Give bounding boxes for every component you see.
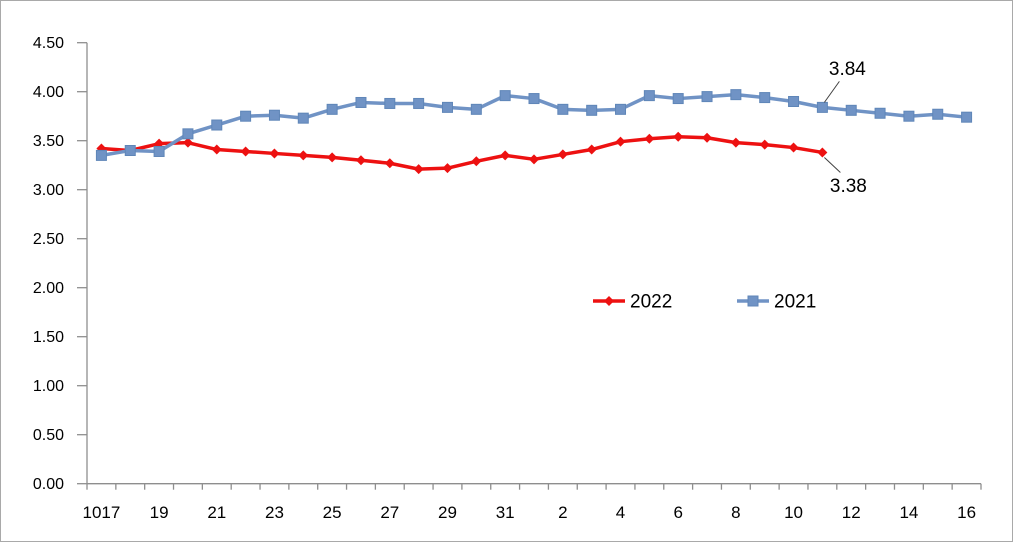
square-marker [730,89,742,101]
square-marker [470,103,482,115]
diamond-marker [817,147,828,158]
square-marker [384,97,396,109]
square-marker [874,107,886,119]
annotation-label: 3.38 [830,176,867,197]
square-marker [643,90,655,102]
x-tick-label: 1017 [83,503,121,522]
diamond-marker [730,137,741,148]
series-2021 [95,89,973,161]
square-marker [268,109,280,121]
square-marker [499,90,511,102]
x-tick-label: 29 [438,503,457,522]
square-marker [557,103,569,115]
diamond-marker [327,152,338,163]
y-tick-label: 2.50 [33,231,64,248]
diamond-marker [557,149,568,160]
x-tick-label: 6 [673,503,682,522]
diamond-marker [298,150,309,161]
x-tick-label: 21 [207,503,226,522]
y-tick-label: 4.50 [33,35,64,52]
square-marker [441,101,453,113]
legend-label: 2021 [774,292,816,313]
diamond-marker [211,144,222,155]
y-tick-label: 1.50 [33,329,64,346]
y-tick-label: 3.00 [33,182,64,199]
x-tick-label: 10 [784,503,803,522]
legend: 2022 2021 [593,292,816,313]
annotation-leader-line [823,81,840,103]
square-marker [615,103,627,115]
diamond-marker [471,156,482,167]
square-marker [903,110,915,122]
x-tick-label: 2 [558,503,567,522]
diamond-marker [240,146,251,157]
diamond-marker [586,144,597,155]
x-tick-label: 14 [899,503,918,522]
diamond-marker [604,296,614,306]
diamond-marker [442,163,453,174]
series-2022 [96,131,828,175]
diamond-marker [702,132,713,143]
x-tick-label: 31 [496,503,515,522]
diamond-marker [529,154,539,165]
square-marker [297,112,309,124]
square-marker [124,145,136,156]
square-marker [672,93,684,105]
x-tick-label: 12 [842,503,861,522]
square-marker [586,104,598,116]
square-marker [845,104,857,116]
annotations: 3.84 3.38 [823,59,867,197]
diamond-marker [413,164,424,175]
x-tick-label: 8 [731,503,740,522]
square-marker [816,101,828,113]
square-marker [240,110,252,122]
y-tick-label: 0.00 [33,476,64,493]
y-tick-label: 4.00 [33,84,64,101]
x-tick-label: 19 [150,503,169,522]
square-marker [932,108,944,120]
square-marker [95,149,107,161]
legend-item-2022: 2022 [593,292,672,313]
x-tick-label: 4 [616,503,625,522]
square-marker [747,295,759,307]
legend-label: 2022 [630,292,672,313]
y-tick-label: 2.00 [33,280,64,297]
diamond-marker [355,155,366,166]
diamond-marker [673,131,684,142]
y-tick-label: 1.00 [33,378,64,395]
legend-item-2021: 2021 [737,292,816,313]
diamond-marker [384,158,395,169]
x-tick-label: 16 [957,503,976,522]
x-tick-label: 27 [380,503,399,522]
series-2022-line [99,135,825,171]
annotation-leader-line [824,157,841,173]
x-tick-label: 23 [265,503,284,522]
y-tick-label: 0.50 [33,427,64,444]
axes: 0.00 0.50 1.00 1.50 2.00 2.50 3.00 3.50 4.00 4.50… [33,35,982,522]
square-marker [961,111,973,123]
square-marker [528,93,540,105]
square-marker [701,91,713,103]
square-marker [153,145,165,157]
diamond-marker [644,133,655,144]
diamond-marker [759,139,770,150]
diamond-marker [615,136,626,147]
diamond-marker [500,150,511,161]
diamond-marker [182,137,193,148]
square-marker [788,96,800,107]
square-marker [326,103,338,115]
square-marker [759,92,771,104]
square-marker [211,119,223,131]
diamond-marker [788,142,799,153]
square-marker [355,96,367,108]
diamond-marker [269,148,280,159]
square-marker [413,97,425,109]
square-marker [182,128,194,140]
y-tick-label: 3.50 [33,133,64,150]
x-tick-label: 25 [323,503,342,522]
annotation-label: 3.84 [829,59,866,80]
